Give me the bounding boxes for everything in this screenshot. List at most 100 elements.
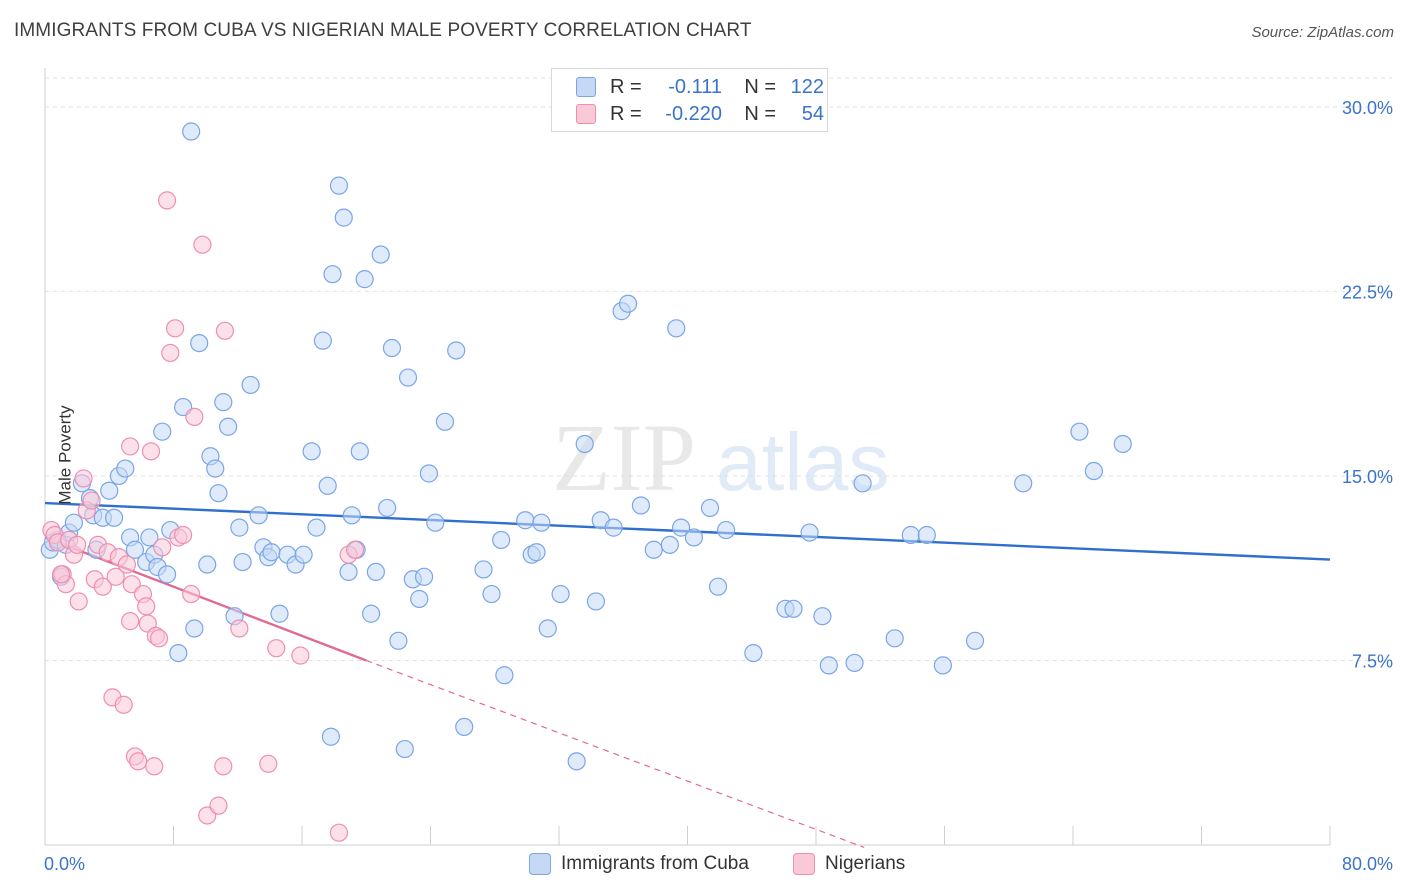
cuba-point bbox=[1070, 422, 1089, 441]
nigerians-point bbox=[157, 191, 177, 210]
cuba-point bbox=[64, 513, 84, 532]
cuba-point bbox=[206, 459, 225, 478]
n-label: N = bbox=[744, 102, 776, 125]
nigerians-point bbox=[230, 619, 249, 638]
chart-title: IMMIGRANTS FROM CUBA VS NIGERIAN MALE PO… bbox=[14, 20, 752, 41]
cuba-point bbox=[575, 434, 594, 454]
legend-label-cuba: Immigrants from Cuba bbox=[561, 853, 749, 874]
cuba-point bbox=[667, 319, 686, 338]
x-tick-label: 80.0% bbox=[1342, 854, 1393, 874]
cuba-point bbox=[853, 474, 872, 493]
cuba-point bbox=[233, 552, 252, 572]
cuba-point bbox=[447, 341, 466, 360]
legend-item-cuba[interactable]: Immigrants from Cuba bbox=[529, 852, 749, 876]
nigerians-point bbox=[141, 442, 161, 461]
cuba-point bbox=[784, 599, 803, 618]
cuba-point bbox=[382, 338, 402, 358]
cuba-point bbox=[361, 604, 381, 623]
cuba-point bbox=[551, 584, 570, 604]
nigerians-point bbox=[74, 469, 93, 488]
axes bbox=[44, 68, 1331, 846]
cuba-point bbox=[339, 562, 358, 582]
legend-item-nigerians[interactable]: Nigerians bbox=[793, 852, 905, 876]
legend-swatch-nigerians bbox=[793, 853, 815, 875]
cuba-point bbox=[604, 518, 623, 537]
cuba-point bbox=[270, 604, 289, 623]
legend-swatch-nigerians bbox=[576, 104, 596, 124]
nigerians-point bbox=[291, 646, 310, 665]
cuba-point bbox=[318, 476, 337, 495]
nigerians-point bbox=[68, 535, 87, 554]
cuba-point bbox=[230, 518, 249, 537]
cuba-point bbox=[125, 540, 145, 559]
cuba-point bbox=[435, 412, 455, 431]
cuba-point bbox=[455, 717, 474, 737]
cuba-point bbox=[1113, 434, 1132, 454]
cuba-point bbox=[410, 589, 429, 609]
cuba-point bbox=[395, 739, 414, 759]
cuba-point bbox=[708, 577, 728, 596]
legend-label-nigerians: Nigerians bbox=[825, 853, 906, 874]
cuba-point bbox=[378, 498, 397, 518]
x-tick-label: 0.0% bbox=[44, 854, 85, 874]
cuba-point bbox=[901, 525, 920, 545]
cuba-point bbox=[334, 208, 353, 227]
cuba-point bbox=[414, 567, 434, 586]
nigerians-point bbox=[153, 538, 172, 557]
legend-row-nigerians: R = -0.220 N = 54 bbox=[576, 102, 824, 126]
nigerians-point bbox=[174, 525, 193, 545]
cuba-point bbox=[219, 417, 238, 436]
cuba-point bbox=[313, 331, 332, 350]
r-value: -0.111 bbox=[668, 75, 722, 98]
nigerians-point bbox=[345, 540, 365, 559]
cuba-point bbox=[716, 520, 736, 540]
nigerians-point bbox=[215, 321, 234, 340]
cuba-point bbox=[116, 459, 135, 478]
cuba-point bbox=[371, 245, 390, 264]
nigerians-point bbox=[117, 555, 137, 574]
watermark: ZIP atlas bbox=[552, 404, 889, 511]
n-value: 122 bbox=[790, 75, 824, 98]
nigerians-point bbox=[329, 823, 349, 842]
cuba-point bbox=[169, 643, 188, 663]
cuba-point bbox=[140, 528, 159, 547]
y-tick-label: 7.5% bbox=[1352, 651, 1393, 671]
cuba-point bbox=[819, 656, 838, 675]
cuba-point bbox=[700, 498, 720, 518]
cuba-point bbox=[631, 496, 651, 515]
nigerians-point bbox=[209, 796, 228, 815]
cuba-point bbox=[198, 555, 217, 574]
nigerians-point bbox=[137, 597, 156, 616]
cuba-point bbox=[474, 560, 493, 579]
cuba-point bbox=[532, 513, 551, 532]
cuba-point bbox=[249, 506, 268, 525]
y-axis-label: Male Poverty bbox=[55, 405, 75, 505]
cuba-point bbox=[482, 584, 501, 604]
nigerians-point bbox=[82, 491, 101, 510]
cuba-point bbox=[586, 592, 606, 611]
nigerians-point bbox=[69, 592, 88, 611]
cuba-point bbox=[516, 511, 535, 530]
nigerians-point bbox=[149, 629, 169, 648]
legend-row-cuba: R = -0.111 N = 122 bbox=[576, 75, 824, 99]
cuba-point bbox=[426, 513, 445, 532]
nigerians-point bbox=[267, 639, 286, 658]
cuba-point bbox=[329, 176, 349, 195]
source-label: Source: ZipAtlas.com bbox=[1251, 24, 1394, 41]
cuba-point bbox=[398, 368, 418, 387]
nigerians-point bbox=[214, 757, 233, 776]
watermark-atlas: atlas bbox=[716, 417, 889, 508]
cuba-point bbox=[153, 422, 172, 441]
nigerians-point bbox=[193, 235, 212, 254]
cuba-point bbox=[644, 540, 663, 559]
cuba-point bbox=[104, 508, 124, 527]
cuba-point bbox=[100, 481, 119, 500]
nigerians-point bbox=[161, 343, 180, 363]
nigerians-point bbox=[93, 577, 112, 596]
cuba-point bbox=[307, 518, 326, 537]
cuba-point bbox=[214, 393, 233, 412]
y-tick-label: 15.0% bbox=[1342, 467, 1393, 487]
cuba-point bbox=[917, 525, 936, 545]
cuba-point bbox=[294, 545, 313, 564]
nigerians-point bbox=[259, 754, 278, 773]
